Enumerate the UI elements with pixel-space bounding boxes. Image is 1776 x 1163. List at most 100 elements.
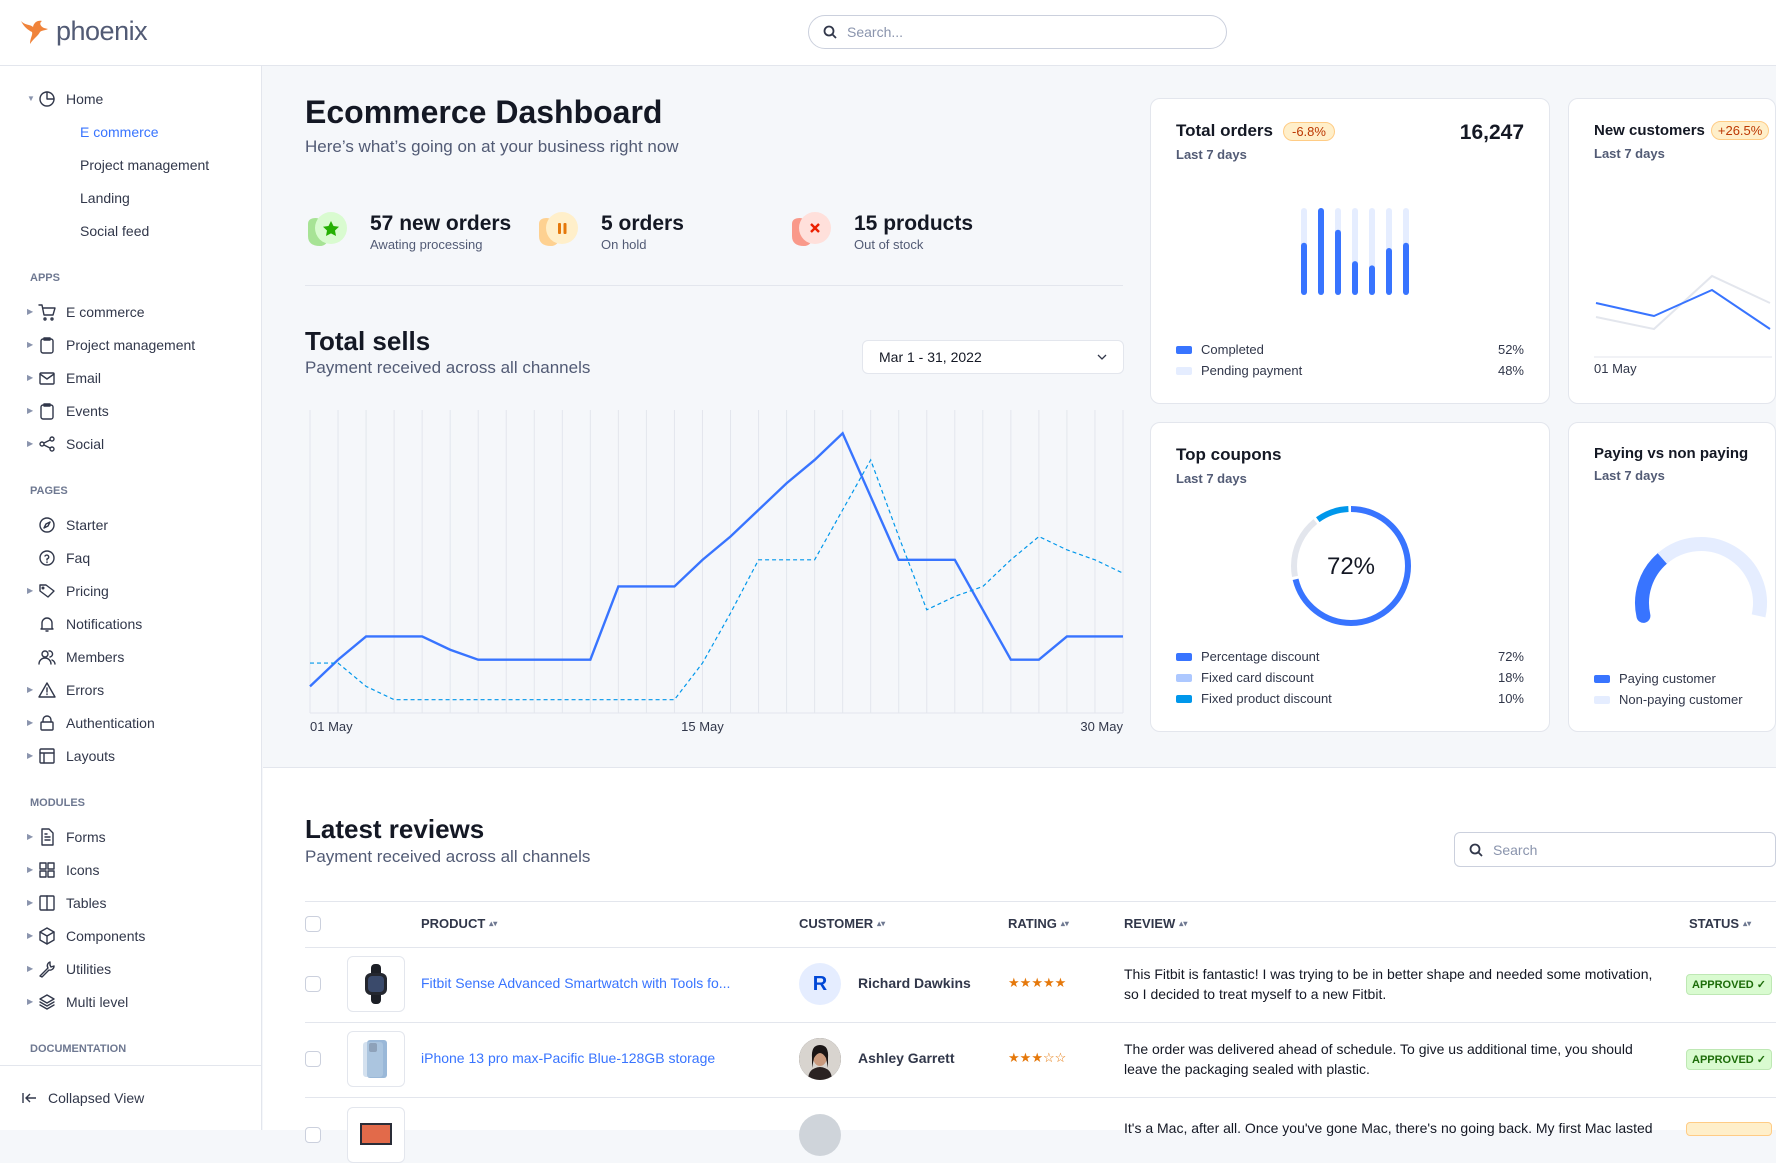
caret-down-icon[interactable]: ▼ (27, 94, 35, 103)
column-header-customer[interactable]: CUSTOMER ▴▾ (799, 916, 885, 931)
product-link[interactable]: iPhone 13 pro max-Pacific Blue-128GB sto… (421, 1050, 716, 1066)
product-link[interactable]: Fitbit Sense Advanced Smartwatch with To… (421, 975, 731, 991)
sidebar-item-email[interactable]: ▶ Email (0, 361, 261, 394)
sidebar-item-label: Errors (66, 681, 105, 698)
sidebar: ▼ Home E commerce Project management Landing… (0, 66, 262, 1130)
caret-right-icon[interactable]: ▶ (27, 718, 34, 727)
sidebar-item-pricing[interactable]: ▶ Pricing (0, 574, 261, 607)
column-header-review[interactable]: REVIEW ▴▾ (1124, 916, 1187, 931)
bar-completed (1335, 229, 1341, 295)
sidebar-item-label: Forms (66, 828, 106, 845)
caret-right-icon[interactable]: ▶ (27, 406, 34, 415)
sidebar-item-tables[interactable]: ▶ Tables (0, 886, 261, 919)
sidebar-item-utilities[interactable]: ▶ Utilities (0, 952, 261, 985)
customer-name[interactable]: Ashley Garrett (858, 1050, 955, 1066)
sidebar-item-notifications[interactable]: Notifications (0, 607, 261, 640)
caret-right-icon[interactable]: ▶ (27, 340, 34, 349)
total-sells-title: Total sells (305, 326, 431, 356)
sidebar-item-label: Layouts (66, 747, 116, 764)
total-sells-chart: 01 May 15 May 30 May (309, 410, 1124, 734)
select-all-checkbox[interactable] (305, 916, 321, 932)
column-label: RATING (1008, 916, 1057, 931)
column-header-status[interactable]: STATUS ▴▾ (1689, 916, 1751, 931)
legend-label: Pending payment (1201, 363, 1303, 378)
caret-right-icon[interactable]: ▶ (27, 751, 34, 760)
top-coupons-card: Top coupons Last 7 days 72% Percentage d… (1150, 422, 1550, 732)
chevron-down-icon (1097, 354, 1107, 360)
caret-right-icon[interactable]: ▶ (27, 898, 34, 907)
caret-right-icon[interactable]: ▶ (27, 964, 34, 973)
customer-name[interactable]: Richard Dawkins (858, 975, 971, 991)
caret-right-icon[interactable]: ▶ (27, 997, 34, 1006)
sidebar-item-project-management[interactable]: ▶ Project management (0, 328, 261, 361)
sidebar-item-errors[interactable]: ▶ Errors (0, 673, 261, 706)
collapse-arrow-icon (22, 1093, 36, 1103)
sidebar-item-components[interactable]: ▶ Components (0, 919, 261, 952)
top-coupons-subtitle: Last 7 days (1176, 471, 1247, 486)
total-orders-badge: -6.8% (1282, 121, 1335, 141)
caret-right-icon[interactable]: ▶ (27, 307, 34, 316)
customer-avatar[interactable] (799, 1114, 841, 1156)
legend-non-paying: Non-paying customer (1594, 692, 1775, 707)
top-navbar: phoenix (0, 0, 1776, 66)
sidebar-item-forms[interactable]: ▶ Forms (0, 820, 261, 853)
gauge-segment (1657, 537, 1767, 618)
bar-completed (1386, 248, 1392, 295)
avatar-photo (799, 1038, 841, 1080)
row-checkbox[interactable] (305, 976, 321, 992)
sidebar-subitem-e-commerce[interactable]: E commerce (0, 115, 261, 148)
row-checkbox[interactable] (305, 1127, 321, 1143)
date-range-select[interactable]: Mar 1 - 31, 2022 (862, 340, 1124, 374)
series-line-solid (309, 431, 1123, 688)
global-search[interactable] (808, 15, 1227, 49)
sidebar-item-label: E commerce (80, 123, 159, 140)
sidebar-subitem-landing[interactable]: Landing (0, 181, 261, 214)
caret-right-icon[interactable]: ▶ (27, 439, 34, 448)
global-search-input[interactable] (847, 24, 1147, 40)
sidebar-item-starter[interactable]: Starter (0, 508, 261, 541)
logo[interactable]: phoenix (20, 16, 148, 47)
star-filled-icon: ★ (1031, 1050, 1043, 1065)
customer-avatar[interactable]: R (799, 963, 841, 1005)
sidebar-item-events[interactable]: ▶ Events (0, 394, 261, 427)
reviews-search[interactable] (1454, 832, 1776, 867)
sidebar-item-label: Utilities (66, 960, 112, 977)
sidebar-item-e-commerce[interactable]: ▶ E commerce (0, 295, 261, 328)
sidebar-subitem-social-feed[interactable]: Social feed (0, 214, 261, 247)
smartwatch-image[interactable] (347, 956, 405, 1012)
legend-fixed-product-discount: Fixed product discount 10% (1176, 691, 1524, 706)
stat-value: 5 orders (601, 212, 684, 235)
row-checkbox[interactable] (305, 1051, 321, 1067)
iphone-image[interactable] (347, 1031, 405, 1087)
sidebar-item-home[interactable]: ▼ Home (0, 82, 261, 115)
sidebar-item-social[interactable]: ▶ Social (0, 427, 261, 460)
caret-right-icon[interactable]: ▶ (27, 685, 34, 694)
caret-right-icon[interactable]: ▶ (27, 931, 34, 940)
caret-right-icon[interactable]: ▶ (27, 832, 34, 841)
cart-icon (38, 303, 56, 321)
new-customers-line-chart (1594, 274, 1772, 358)
sidebar-item-faq[interactable]: Faq (0, 541, 261, 574)
caret-right-icon[interactable]: ▶ (27, 586, 34, 595)
sidebar-item-layouts[interactable]: ▶ Layouts (0, 739, 261, 772)
sidebar-item-multi-level[interactable]: ▶ Multi level (0, 985, 261, 1018)
caret-right-icon[interactable]: ▶ (27, 865, 34, 874)
sidebar-item-label: Authentication (66, 714, 155, 731)
customer-avatar[interactable] (799, 1038, 841, 1080)
status-badge (1686, 1122, 1772, 1136)
status-label: APPROVED (1692, 979, 1754, 991)
sidebar-subitem-project-management[interactable]: Project management (0, 148, 261, 181)
file-text-icon (38, 827, 56, 846)
column-header-rating[interactable]: RATING ▴▾ (1008, 916, 1069, 931)
reviews-search-input[interactable] (1493, 841, 1753, 858)
sidebar-item-icons[interactable]: ▶ Icons (0, 853, 261, 886)
collapsed-view-button[interactable]: Collapsed View (0, 1065, 262, 1130)
new-customers-x-label: 01 May (1594, 361, 1637, 376)
caret-right-icon[interactable]: ▶ (27, 373, 34, 382)
sidebar-item-authentication[interactable]: ▶ Authentication (0, 706, 261, 739)
sidebar-item-label: Project management (80, 156, 210, 173)
grid-icon (38, 861, 56, 879)
laptop-image[interactable] (347, 1107, 405, 1163)
sidebar-item-members[interactable]: Members (0, 640, 261, 673)
column-header-product[interactable]: PRODUCT ▴▾ (421, 916, 497, 931)
